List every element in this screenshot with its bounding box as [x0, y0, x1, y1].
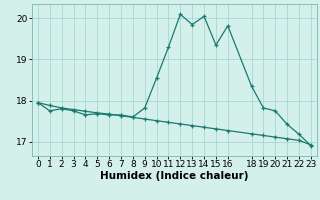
X-axis label: Humidex (Indice chaleur): Humidex (Indice chaleur) — [100, 171, 249, 181]
